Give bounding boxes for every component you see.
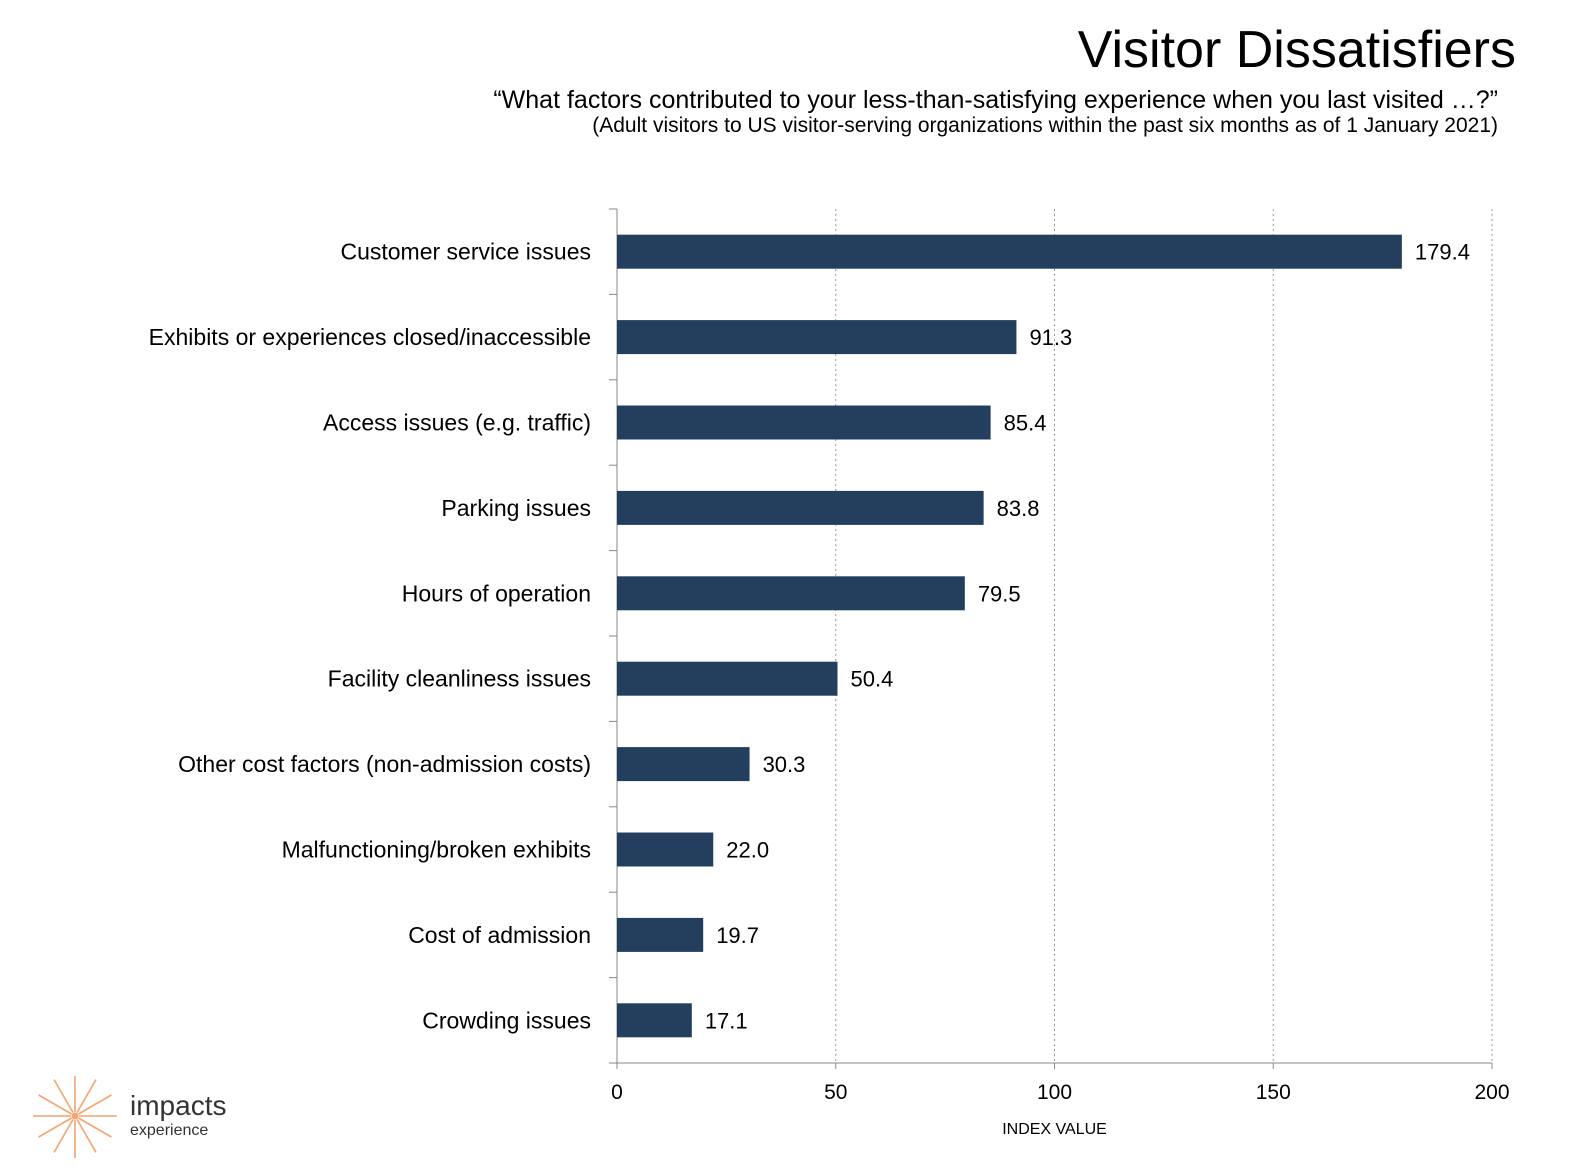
bar — [617, 832, 714, 867]
x-tick-label: 0 — [611, 1081, 623, 1104]
category-label: Facility cleanliness issues — [328, 666, 591, 692]
bar — [617, 1003, 692, 1038]
chart-subtitle: “What factors contributed to your less-t… — [493, 86, 1498, 114]
category-label: Other cost factors (non-admission costs) — [178, 751, 591, 777]
data-label: 22.0 — [726, 838, 769, 863]
x-tick-label: 200 — [1474, 1081, 1509, 1104]
data-label: 19.7 — [716, 923, 759, 948]
x-tick-label: 50 — [824, 1081, 847, 1104]
bar — [617, 320, 1017, 355]
category-label: Customer service issues — [340, 239, 591, 265]
x-tick-label: 150 — [1256, 1081, 1291, 1104]
data-label: 91.3 — [1029, 325, 1072, 350]
category-label: Parking issues — [441, 495, 591, 521]
category-label: Hours of operation — [402, 580, 591, 606]
bar — [617, 576, 965, 611]
bar — [617, 917, 704, 952]
data-label: 179.4 — [1415, 240, 1470, 265]
data-label: 17.1 — [705, 1008, 748, 1033]
logo-tagline: experience — [130, 1122, 209, 1139]
category-label: Exhibits or experiences closed/inaccessi… — [149, 324, 591, 350]
bar — [617, 234, 1402, 269]
data-label: 50.4 — [851, 667, 894, 692]
company-logo: impacts experience — [30, 1074, 260, 1166]
data-label: 79.5 — [978, 581, 1021, 606]
logo-name: impacts — [130, 1090, 227, 1121]
category-label: Access issues (e.g. traffic) — [323, 410, 591, 436]
x-axis-title: INDEX VALUE — [1002, 1121, 1107, 1138]
bar — [617, 747, 750, 782]
bar — [617, 661, 838, 696]
bar — [617, 405, 991, 440]
chart-title: Visitor Dissatisfiers — [1077, 21, 1516, 79]
category-label: Cost of admission — [408, 922, 591, 948]
data-label: 30.3 — [763, 752, 806, 777]
data-label: 83.8 — [997, 496, 1040, 521]
x-tick-label: 100 — [1037, 1081, 1072, 1104]
category-label: Malfunctioning/broken exhibits — [282, 837, 591, 863]
category-label: Crowding issues — [422, 1007, 591, 1033]
chart-note: (Adult visitors to US visitor-serving or… — [592, 114, 1498, 137]
bar — [617, 490, 984, 525]
starburst-icon — [33, 1074, 117, 1158]
data-label: 85.4 — [1004, 411, 1047, 436]
